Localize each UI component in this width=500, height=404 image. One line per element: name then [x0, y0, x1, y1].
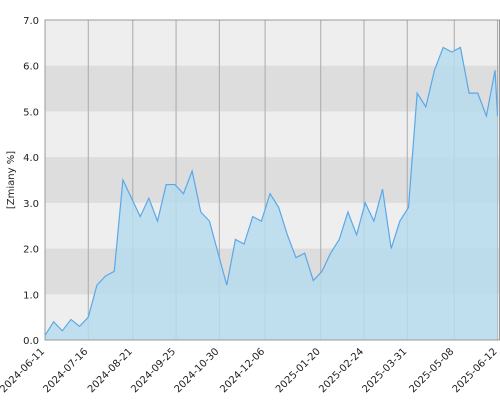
y-tick-label: 0.0 [23, 336, 39, 347]
x-tick-label: 2025-01-20 [274, 346, 323, 395]
y-tick-label: 7.0 [23, 16, 39, 27]
y-tick-label: 5.0 [23, 107, 39, 118]
y-tick-label: 4.0 [23, 153, 39, 164]
area-fill [45, 47, 498, 341]
x-tick-label: 2024-08-21 [86, 346, 135, 395]
y-tick-label: 1.0 [23, 290, 39, 301]
x-tick-label: 2025-03-31 [361, 346, 410, 395]
area-line [44, 46, 499, 336]
y-tick-label: 6.0 [23, 62, 39, 73]
x-tick-label: 2025-02-24 [317, 346, 366, 395]
x-tick-label: 2024-10-30 [173, 346, 222, 395]
y-tick-label: 3.0 [23, 199, 39, 210]
x-tick-label: 2024-12-06 [218, 346, 267, 395]
y-tick-label: 2.0 [23, 245, 39, 256]
x-tick-label: 2024-09-25 [129, 346, 178, 395]
x-tick-label: 2024-07-16 [42, 346, 91, 395]
y-axis-label: [Zmiany %] [6, 151, 17, 209]
x-tick-label: 2024-06-11 [0, 346, 47, 395]
x-tick-label: 2025-05-08 [407, 346, 456, 395]
x-tick-label: 2025-06-12 [451, 346, 500, 395]
